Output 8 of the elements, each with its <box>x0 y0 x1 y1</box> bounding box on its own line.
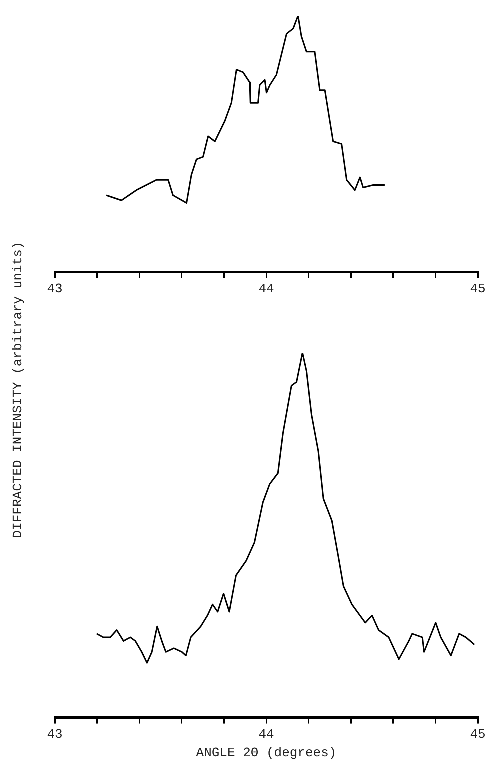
x-tick-label: 45 <box>470 727 486 742</box>
x-tick-label: 44 <box>258 727 274 742</box>
x-axis-title: ANGLE 2Θ (degrees) <box>196 746 337 761</box>
x-tick-label: 44 <box>258 282 274 297</box>
y-axis-title: DIFFRACTED INTENSITY (arbitrary units) <box>10 242 26 538</box>
x-tick-label: 43 <box>47 727 63 742</box>
x-tick-label: 43 <box>47 282 63 297</box>
x-tick-label: 45 <box>470 282 486 297</box>
